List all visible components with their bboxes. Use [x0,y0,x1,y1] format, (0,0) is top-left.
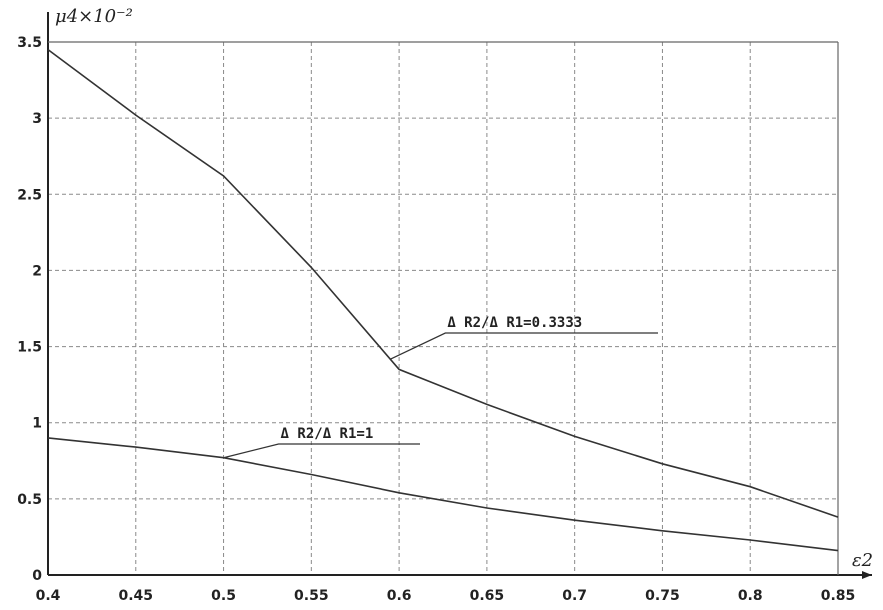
x-tick-label-8: 0.8 [738,588,763,604]
y-tick-label-4: 2 [32,263,42,279]
y-axis-label: μ4×10⁻² [55,6,133,27]
x-tick-label-6: 0.7 [562,588,587,604]
x-tick-label-3: 0.55 [294,588,329,604]
y-tick-label-3: 1.5 [17,340,42,356]
x-tick-label-4: 0.6 [387,588,412,604]
y-tick-label-0: 0 [32,568,42,584]
annotation-leader-1 [223,443,420,459]
annotation-label-1: Δ R2/Δ R1=1 [281,426,374,442]
x-tick-label-9: 0.85 [821,588,856,604]
x-tick-label-2: 0.5 [211,588,236,604]
tick-labels: 0.4 0.45 0.5 0.55 0.6 0.65 0.7 0.75 0.8 0.85 0 0.5 1… [17,35,855,604]
x-tick-label-0: 0.4 [36,588,61,604]
x-tick-label-1: 0.45 [119,588,154,604]
y-tick-label-1: 0.5 [17,492,42,508]
y-tick-label-5: 2.5 [17,187,42,203]
series-line-1 [47,437,839,552]
y-tick-label-6: 3 [32,111,42,127]
x-tick-label-7: 0.75 [645,588,680,604]
annotation-leader-0 [390,332,658,360]
plot-frame [47,12,872,579]
series-line-0 [47,48,839,518]
x-axis-label: ε2 [852,550,873,571]
annotation-label-0: Δ R2/Δ R1=0.3333 [447,315,582,331]
annotations: Δ R2/Δ R1=0.3333 Δ R2/Δ R1=1 [223,315,658,459]
y-tick-label-2: 1 [32,416,42,432]
y-tick-label-7: 3.5 [17,35,42,51]
series-group [47,48,839,552]
x-tick-label-5: 0.65 [470,588,505,604]
x-axis-arrow [862,571,872,579]
grid [48,41,839,575]
